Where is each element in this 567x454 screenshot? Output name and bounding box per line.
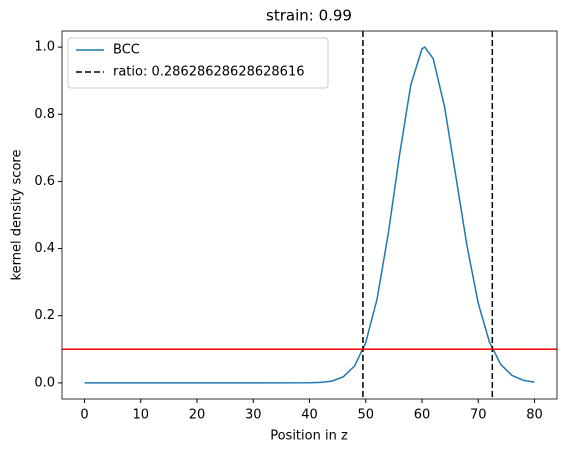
x-tick-label: 40: [301, 408, 318, 423]
legend-box: [67, 37, 329, 89]
legend-label: BCC: [113, 43, 140, 58]
x-tick-label: 80: [526, 408, 543, 423]
x-tick-label: 70: [470, 408, 487, 423]
line-series: [84, 46, 535, 384]
x-tick-label: 0: [80, 408, 88, 423]
y-tick-label: 0.8: [34, 107, 55, 122]
y-tick-label: 1.0: [34, 40, 55, 55]
y-axis-label: kernel density score: [10, 150, 25, 281]
y-tick-label: 0.0: [34, 375, 55, 390]
x-tick-label: 50: [357, 408, 374, 423]
y-tick-label: 0.6: [34, 174, 55, 189]
x-tick-label: 10: [132, 408, 149, 423]
legend-label: ratio: 0.28628628628628616: [113, 65, 305, 80]
y-tick-label: 0.2: [34, 308, 55, 323]
plot-frame: [61, 30, 558, 400]
chart-title: strain: 0.99: [266, 7, 352, 25]
x-axis-label: Position in z: [270, 429, 348, 444]
x-tick-label: 60: [414, 408, 431, 423]
y-tick-label: 0.4: [34, 241, 55, 256]
x-tick-label: 20: [189, 408, 206, 423]
x-tick-label: 30: [245, 408, 262, 423]
